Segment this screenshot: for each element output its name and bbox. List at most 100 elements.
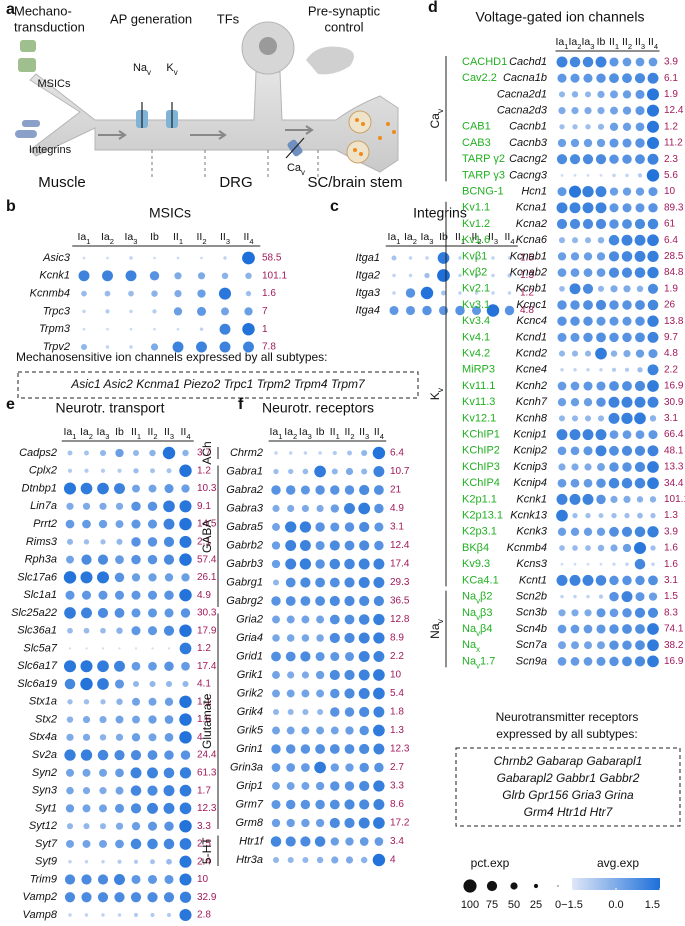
dot	[558, 107, 566, 115]
column-label: Ia1	[64, 426, 77, 441]
diagram-label: transduction	[14, 19, 85, 34]
subscript: 3	[170, 432, 174, 441]
dot	[571, 107, 579, 115]
dot	[455, 305, 465, 316]
dot	[634, 558, 646, 570]
dot	[650, 512, 656, 519]
subscript: 2	[89, 432, 93, 441]
dot	[584, 463, 592, 471]
dot	[131, 661, 141, 671]
dot	[271, 596, 281, 606]
column-label: Ia3	[125, 231, 138, 246]
max-value: 4.8	[664, 348, 678, 359]
dot	[609, 154, 619, 164]
dot	[286, 818, 295, 828]
dot	[330, 837, 339, 846]
dot	[286, 726, 295, 735]
dot	[358, 577, 370, 588]
label-part: Ib	[115, 426, 124, 438]
gene-label: Slc5a7	[23, 642, 58, 654]
max-value: 10.3	[197, 483, 217, 494]
gene-label: Cacng3	[509, 169, 548, 181]
dot	[66, 786, 74, 795]
gene-label: Grm7	[236, 798, 264, 810]
dot	[345, 856, 354, 864]
dot	[373, 687, 385, 700]
dot	[637, 173, 643, 178]
label-part: II	[622, 36, 628, 48]
dot	[114, 803, 125, 813]
dot	[651, 562, 655, 566]
panel-letter: a	[6, 1, 15, 18]
dot	[635, 624, 645, 634]
dot	[147, 519, 158, 529]
dot	[97, 678, 109, 690]
dot	[623, 350, 631, 358]
dot	[179, 535, 192, 548]
gene-label: Kcnip1	[513, 429, 547, 441]
dot	[315, 540, 325, 551]
label-part: Ia	[125, 231, 134, 243]
dot	[270, 836, 282, 847]
dot	[557, 73, 567, 83]
dot	[116, 698, 123, 706]
dot	[131, 590, 141, 600]
dot	[287, 856, 294, 864]
label-part: Ia	[80, 426, 89, 438]
label-part: K	[166, 62, 174, 74]
dot	[179, 891, 192, 903]
max-value: 38.2	[664, 640, 684, 651]
gene-label: Lin7a	[30, 500, 57, 512]
dot	[373, 613, 385, 626]
dot	[582, 283, 594, 294]
dot	[637, 512, 643, 519]
dot	[646, 136, 660, 150]
dot	[583, 252, 593, 261]
max-value: 1.2	[520, 288, 534, 299]
dot	[625, 173, 629, 178]
gene-label: Grik5	[237, 724, 264, 736]
max-value: 61	[664, 219, 676, 230]
subscript: v	[476, 661, 480, 670]
dot	[569, 202, 581, 214]
dot	[636, 285, 644, 293]
label-part: Ia	[421, 231, 430, 243]
subscript: 1	[278, 432, 282, 441]
dot	[299, 540, 311, 551]
dot	[582, 574, 594, 586]
gene-label: Kcnk3	[516, 526, 547, 538]
dot	[163, 785, 175, 797]
max-value: 1.3	[390, 725, 404, 736]
gene-label: Syt12	[29, 820, 57, 832]
subscript: v	[174, 68, 178, 77]
dot	[374, 837, 384, 846]
dot	[595, 202, 607, 214]
dot	[634, 656, 646, 667]
dot	[582, 202, 594, 214]
max-value: 17.9	[197, 625, 217, 636]
dot	[609, 57, 619, 67]
column-label: II3	[359, 426, 369, 441]
gene-label: Dtnbp1	[22, 482, 57, 494]
dot	[219, 341, 231, 353]
dot	[596, 316, 606, 326]
dot	[164, 697, 174, 706]
dot	[272, 782, 280, 790]
dot	[373, 577, 385, 588]
dot	[125, 270, 137, 282]
column-label: Ia1	[78, 231, 91, 246]
dot	[179, 838, 192, 850]
dot	[147, 590, 158, 600]
dot	[635, 57, 645, 67]
dot	[570, 624, 580, 634]
dot	[634, 412, 646, 425]
max-value: 74.1	[664, 624, 684, 635]
dot	[344, 540, 355, 551]
dot	[622, 640, 632, 650]
dot	[373, 799, 385, 810]
dot	[556, 154, 568, 165]
dot	[345, 763, 354, 772]
dot	[582, 154, 594, 165]
column-label: II2	[471, 231, 481, 246]
label-part: II	[359, 426, 365, 438]
